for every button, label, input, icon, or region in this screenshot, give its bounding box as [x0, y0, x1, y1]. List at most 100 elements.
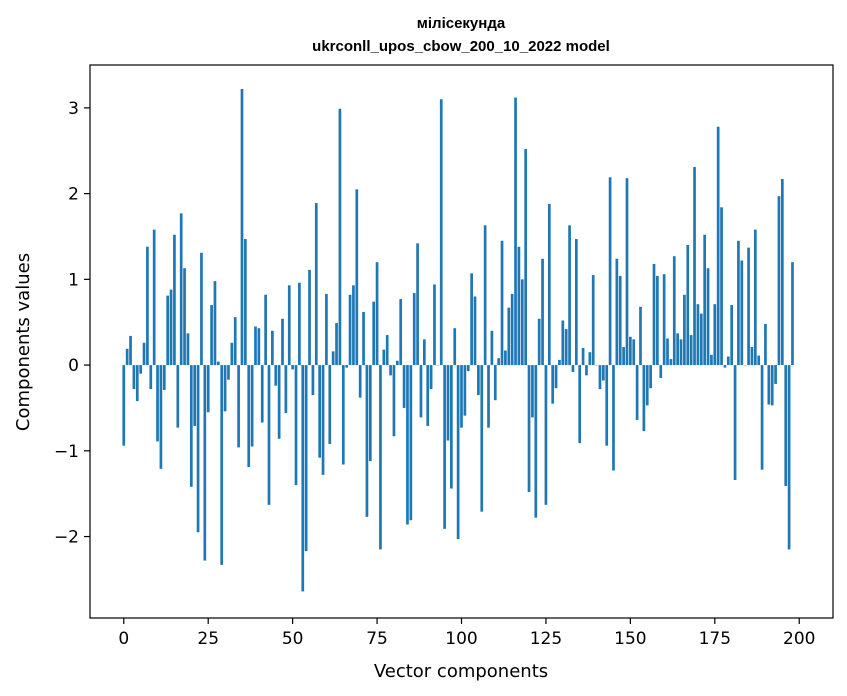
- bar-149: [625, 178, 629, 366]
- bar-192: [770, 365, 774, 406]
- bar-191: [767, 365, 771, 405]
- bar-90: [426, 365, 430, 426]
- bar-181: [733, 365, 737, 480]
- bar-158: [656, 275, 659, 366]
- bar-119: [524, 149, 528, 366]
- bar-80: [392, 365, 396, 437]
- bar-47: [281, 318, 284, 366]
- x-tick-label: 100: [445, 629, 477, 649]
- bar-188: [757, 355, 761, 366]
- bar-65: [341, 365, 345, 465]
- bar-58: [318, 365, 321, 458]
- bar-13: [166, 295, 170, 366]
- chart-title: мілісекунда: [417, 15, 506, 32]
- bar-171: [699, 313, 703, 366]
- chart-subtitle: ukrconll_upos_cbow_200_10_2022 model: [312, 38, 610, 55]
- bar-130: [561, 320, 565, 366]
- bar-45: [274, 365, 278, 386]
- bar-25: [206, 365, 210, 413]
- bar-172: [703, 234, 707, 366]
- bar-143: [605, 365, 609, 446]
- bar-18: [183, 268, 186, 366]
- bar-169: [693, 167, 696, 366]
- bar-23: [200, 252, 203, 366]
- bar-187: [753, 229, 757, 366]
- bar-196: [784, 365, 788, 486]
- bar-81: [395, 360, 399, 366]
- bar-0: [122, 365, 126, 446]
- bar-142: [601, 365, 605, 381]
- bar-168: [689, 335, 693, 366]
- bar-123: [537, 318, 541, 366]
- bar-56: [311, 365, 315, 396]
- bar-159: [659, 365, 663, 378]
- bar-134: [574, 239, 578, 366]
- bar-75: [375, 262, 379, 366]
- bar-68: [352, 285, 355, 366]
- bar-114: [507, 307, 511, 366]
- bar-22: [196, 365, 200, 533]
- bar-60: [325, 293, 328, 366]
- bar-40: [257, 328, 261, 366]
- bar-99: [456, 365, 460, 540]
- bar-91: [429, 365, 433, 390]
- y-axis-label: Components values: [13, 253, 34, 431]
- bar-26: [210, 305, 213, 366]
- bar-148: [622, 347, 625, 366]
- bar-74: [372, 301, 376, 366]
- bar-19: [186, 333, 190, 366]
- bar-115: [510, 293, 514, 366]
- bar-139: [591, 275, 595, 366]
- bar-82: [399, 299, 403, 366]
- bar-28: [216, 361, 220, 366]
- bar-7: [146, 246, 149, 366]
- bar-83: [402, 365, 406, 408]
- bar-16: [176, 365, 180, 428]
- bar-43: [267, 365, 271, 505]
- bar-132: [568, 225, 571, 366]
- bar-135: [578, 365, 582, 444]
- bar-161: [666, 338, 669, 366]
- bar-51: [294, 365, 298, 486]
- bar-6: [142, 342, 146, 366]
- bar-49: [287, 285, 291, 366]
- bar-4: [135, 365, 139, 402]
- bar-162: [669, 359, 673, 366]
- bar-176: [716, 126, 720, 366]
- y-tick-label: 3: [68, 99, 79, 119]
- x-tick-label: 0: [118, 629, 129, 649]
- bar-177: [720, 207, 723, 366]
- bar-27: [213, 281, 217, 366]
- bar-150: [629, 336, 632, 366]
- bar-138: [588, 352, 592, 366]
- bar-145: [612, 365, 615, 471]
- y-axis-ticks: −2 −1 0 1 2 3: [54, 99, 90, 548]
- bar-31: [227, 365, 230, 380]
- bar-165: [679, 339, 683, 366]
- bar-61: [328, 365, 332, 444]
- bar-183: [740, 260, 744, 366]
- x-tick-label: 175: [699, 629, 731, 649]
- bar-44: [271, 330, 274, 366]
- bar-20: [189, 365, 193, 487]
- bar-193: [774, 365, 777, 384]
- bar-112: [500, 240, 504, 366]
- bar-85: [409, 365, 413, 521]
- bar-116: [514, 97, 517, 366]
- bar-12: [162, 365, 166, 390]
- bar-186: [750, 347, 754, 366]
- bar-15: [173, 234, 176, 366]
- bar-71: [362, 311, 365, 366]
- bar-105: [477, 365, 480, 396]
- bar-53: [301, 365, 305, 592]
- bar-34: [237, 365, 240, 448]
- bar-76: [379, 365, 382, 550]
- x-tick-label: 125: [530, 629, 562, 649]
- bar-189: [760, 365, 764, 470]
- bar-124: [541, 258, 544, 366]
- bars: [122, 89, 794, 592]
- bar-141: [598, 365, 602, 390]
- bar-9: [152, 229, 156, 366]
- bar-59: [321, 365, 325, 475]
- bar-185: [747, 247, 750, 366]
